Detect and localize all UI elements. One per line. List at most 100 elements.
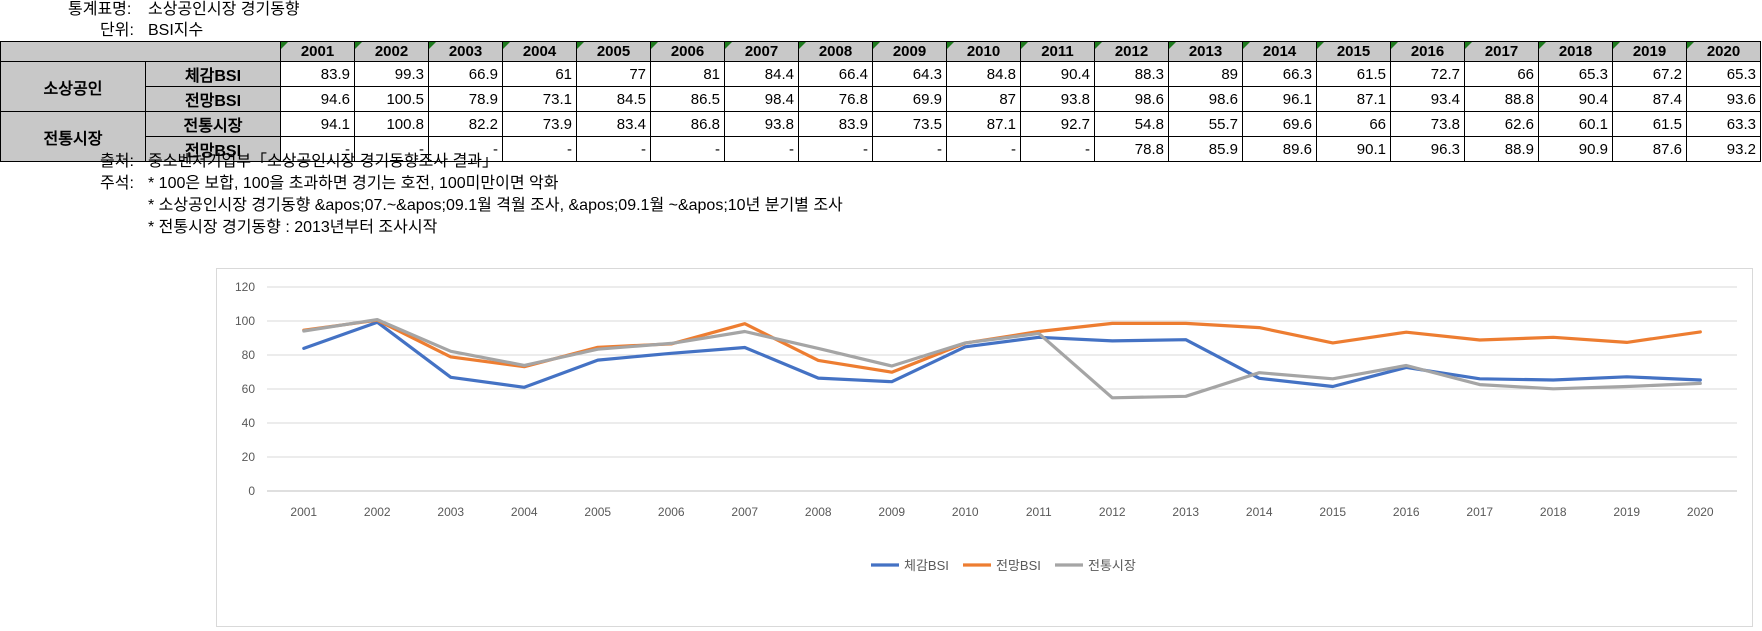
table-cell: -	[576, 136, 651, 162]
table-cell: 73.5	[872, 111, 947, 137]
table-cell: 89.6	[1242, 136, 1317, 162]
table-cell: 63.3	[1686, 111, 1761, 137]
table-row: 소상공인 체감BSI 83.9 99.3 66.9 61 77 81 84.4 66.4 64.3 8…	[0, 61, 1761, 112]
table-cell: 84.5	[576, 86, 651, 112]
table-cell: 84.8	[946, 61, 1021, 87]
table-cell: 73.9	[502, 111, 577, 137]
header-blank	[0, 41, 281, 62]
x-tick-label: 2016	[1393, 505, 1420, 519]
legend-label: 체감BSI	[904, 558, 949, 573]
y-tick-label: 20	[242, 450, 256, 464]
table-cell: 87	[946, 86, 1021, 112]
table-row: 전통시장 전통시장 94.1 100.8 82.2 73.9 83.4 86.8 93.8 83.…	[0, 111, 1761, 162]
table-cell: 90.4	[1020, 61, 1095, 87]
table-cell: -	[798, 136, 873, 162]
table-cell: 65.3	[1686, 61, 1761, 87]
legend-label: 전망BSI	[996, 558, 1041, 573]
x-tick-label: 2010	[952, 505, 979, 519]
table-cell: 64.3	[872, 61, 947, 87]
year-header-2008: 2008	[798, 41, 873, 62]
year-header-2006: 2006	[650, 41, 725, 62]
year-header-2001: 2001	[280, 41, 355, 62]
x-tick-label: 2013	[1172, 505, 1199, 519]
x-tick-label: 2014	[1246, 505, 1273, 519]
x-tick-label: 2015	[1319, 505, 1346, 519]
table-cell: 99.3	[354, 61, 429, 87]
year-header-2014: 2014	[1242, 41, 1317, 62]
x-tick-label: 2006	[658, 505, 685, 519]
table-cell: 84.4	[724, 61, 799, 87]
table-cell: 67.2	[1612, 61, 1687, 87]
table-cell: 98.6	[1094, 86, 1169, 112]
table-cell: 85.9	[1168, 136, 1243, 162]
table-header-row: 2001 2002 2003 2004 2005 2006 2007 2008 2009 2010…	[0, 41, 1761, 62]
legend-label: 전통시장	[1088, 558, 1136, 573]
unit-row: 단위: BSI지수	[0, 21, 1000, 41]
table-cell: 86.8	[650, 111, 725, 137]
year-header-2012: 2012	[1094, 41, 1169, 62]
legend-item[interactable]: 전망BSI	[963, 558, 1041, 573]
year-header-2019: 2019	[1612, 41, 1687, 62]
x-tick-label: 2002	[364, 505, 391, 519]
table-cell: 88.8	[1464, 86, 1539, 112]
year-header-2016: 2016	[1390, 41, 1465, 62]
stat-title-value: 소상공인시장 경기동향	[148, 1, 300, 18]
table-cell: 83.9	[280, 61, 355, 87]
table-cell: 87.6	[1612, 136, 1687, 162]
table-cell: 69.9	[872, 86, 947, 112]
remark-3: * 전통시장 경기동향 : 2013년부터 조사시작	[148, 219, 438, 236]
table-cell: 55.7	[1168, 111, 1243, 137]
x-tick-label: 2001	[290, 505, 317, 519]
table-cell: 66.9	[428, 61, 503, 87]
table-cell: 62.6	[1464, 111, 1539, 137]
table-cell: 73.1	[502, 86, 577, 112]
table-cell: 61.5	[1316, 61, 1391, 87]
table-cell: 76.8	[798, 86, 873, 112]
line-chart[interactable]: 0 20 40 60 80 100 120 2001 2002 2003 2004 2005 2006 2…	[216, 268, 1753, 627]
x-tick-label: 2008	[805, 505, 832, 519]
x-tick-label: 2020	[1687, 505, 1714, 519]
year-header-2015: 2015	[1316, 41, 1391, 62]
year-header-2013: 2013	[1168, 41, 1243, 62]
table-cell: 90.1	[1316, 136, 1391, 162]
table-cell: 60.1	[1538, 111, 1613, 137]
table-cell: 66	[1316, 111, 1391, 137]
table-cell: 66.3	[1242, 61, 1317, 87]
table-cell: -	[502, 136, 577, 162]
table-cell: 72.7	[1390, 61, 1465, 87]
table-cell: 82.2	[428, 111, 503, 137]
year-header-2007: 2007	[724, 41, 799, 62]
table-cell: 54.8	[1094, 111, 1169, 137]
x-tick-label: 2007	[731, 505, 758, 519]
table-cell: 73.8	[1390, 111, 1465, 137]
table-cell: 96.3	[1390, 136, 1465, 162]
year-header-2018: 2018	[1538, 41, 1613, 62]
notes: 출처: 중소벤처기업부「소상공인시장 경기동향조사 결과」 주석: * 100은…	[0, 151, 1000, 239]
table-cell: 78.8	[1094, 136, 1169, 162]
table-cell: 88.3	[1094, 61, 1169, 87]
x-tick-label: 2009	[878, 505, 905, 519]
table-cell: 83.4	[576, 111, 651, 137]
source-key: 출처:	[100, 153, 134, 170]
unit-key: 단위:	[100, 22, 134, 39]
table-cell: 87.1	[946, 111, 1021, 137]
y-tick-label: 40	[242, 416, 256, 430]
table-cell: 86.5	[650, 86, 725, 112]
table-cell: 65.3	[1538, 61, 1613, 87]
x-tick-label: 2005	[584, 505, 611, 519]
line-chart-svg: 0 20 40 60 80 100 120 2001 2002 2003 2004 2005 2006 2…	[235, 280, 1737, 573]
year-header-2009: 2009	[872, 41, 947, 62]
legend-item[interactable]: 체감BSI	[871, 558, 949, 573]
y-tick-label: 80	[242, 348, 256, 362]
table-cell: -	[872, 136, 947, 162]
series-line-3	[302, 317, 1702, 400]
table-cell: 88.9	[1464, 136, 1539, 162]
legend-item[interactable]: 전통시장	[1055, 558, 1136, 573]
group-label: 전통시장	[0, 111, 146, 162]
table-cell: -	[724, 136, 799, 162]
table-cell: 94.6	[280, 86, 355, 112]
year-header-2020: 2020	[1686, 41, 1761, 62]
table-cell: 98.4	[724, 86, 799, 112]
table-cell: 93.8	[1020, 86, 1095, 112]
y-tick-label: 0	[248, 484, 255, 498]
